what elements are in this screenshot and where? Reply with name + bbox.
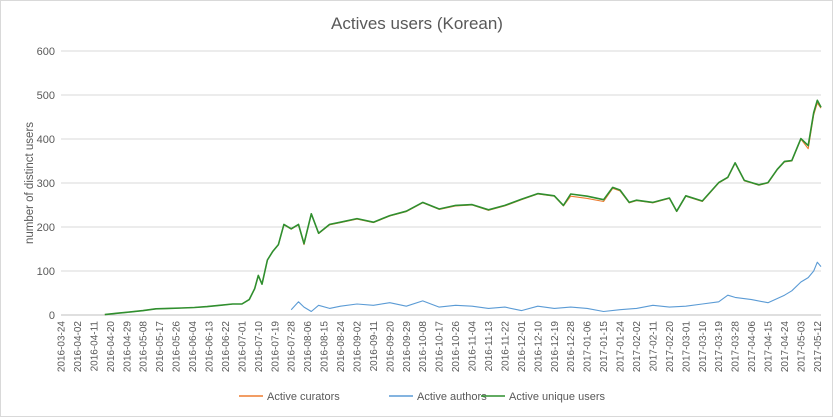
gridlines (61, 50, 821, 316)
x-tick-label: 2016-12-10 (533, 321, 544, 373)
x-tick-label: 2017-03-28 (731, 321, 742, 373)
x-tick-label: 2016-06-04 (188, 321, 199, 373)
x-tick-label: 2016-08-15 (320, 321, 331, 373)
y-axis-label: number of distinct users (24, 122, 36, 244)
x-tick-label: 2016-11-22 (500, 321, 511, 372)
x-tick-label: 2017-01-06 (583, 321, 594, 373)
series-line-2 (104, 99, 822, 316)
x-tick-label: 2016-09-29 (402, 321, 413, 373)
x-tick-label: 2016-07-28 (287, 321, 298, 373)
series-line-1 (290, 261, 822, 313)
x-tick-label: 2016-04-20 (106, 321, 117, 373)
x-tick-labels: 2016-03-24 2016-04-02 2016-04-11 2016-04-20… (57, 321, 824, 373)
x-tick-label: 2016-08-06 (303, 321, 314, 373)
x-tick-label: 2016-09-02 (353, 321, 364, 373)
x-tick-label: 2016-09-20 (385, 321, 396, 373)
x-tick-label: 2016-06-22 (221, 321, 232, 373)
x-tick-label: 2016-12-01 (517, 321, 528, 373)
x-tick-label: 2017-01-15 (599, 321, 610, 373)
x-tick-label: 2016-12-19 (550, 321, 561, 373)
y-tick-label: 0 (49, 310, 55, 322)
series-lines (104, 99, 822, 316)
x-tick-label: 2016-07-01 (237, 321, 248, 373)
x-tick-label: 2016-05-26 (172, 321, 183, 373)
x-tick-label: 2016-10-26 (451, 321, 462, 373)
x-tick-label: 2016-05-08 (139, 321, 150, 373)
x-tick-label: 2016-10-08 (418, 321, 429, 373)
x-tick-label: 2017-05-12 (813, 321, 824, 373)
x-tick-label: 2017-02-20 (665, 321, 676, 373)
x-tick-label: 2017-03-19 (714, 321, 725, 373)
x-tick-label: 2016-08-24 (336, 321, 347, 373)
chart-title: Actives users (Korean) (331, 14, 503, 33)
x-tick-label: 2016-04-02 (73, 321, 84, 373)
x-tick-label: 2016-12-28 (566, 321, 577, 373)
legend: Active curators Active authors Active uniq… (239, 391, 605, 403)
x-tick-label: 2016-10-17 (435, 321, 446, 373)
y-tick-label: 200 (37, 222, 55, 234)
x-tick-label: 2017-04-15 (764, 321, 775, 373)
x-tick-label: 2017-03-10 (698, 321, 709, 373)
series-line-0 (104, 102, 822, 316)
x-tick-label: 2017-04-24 (780, 321, 791, 373)
x-tick-label: 2016-03-24 (57, 321, 68, 373)
x-tick-label: 2016-04-29 (122, 321, 133, 373)
x-tick-label: 2016-06-13 (205, 321, 216, 373)
x-tick-label: 2016-07-19 (270, 321, 281, 373)
x-tick-label: 2016-07-10 (254, 321, 265, 373)
y-tick-label: 500 (37, 90, 55, 102)
y-tick-label: 400 (37, 134, 55, 146)
x-tick-label: 2016-04-11 (89, 321, 100, 372)
legend-label: Active authors (417, 391, 487, 403)
x-tick-label: 2016-09-11 (369, 321, 380, 372)
legend-label: Active unique users (509, 391, 605, 403)
x-tick-label: 2016-05-17 (155, 321, 166, 373)
y-tick-label: 100 (37, 266, 55, 278)
x-tick-label: 2016-11-13 (484, 321, 495, 372)
legend-label: Active curators (267, 391, 340, 403)
y-tick-label: 300 (37, 178, 55, 190)
x-tick-label: 2017-01-24 (616, 321, 627, 373)
x-tick-label: 2017-02-11 (648, 321, 659, 372)
x-tick-label: 2017-03-01 (681, 321, 692, 373)
y-tick-labels: 0 100 200 300 400 500 600 (37, 46, 55, 322)
x-tick-label: 2016-11-04 (468, 321, 479, 372)
x-tick-label: 2017-04-06 (747, 321, 758, 373)
x-tick-label: 2017-02-02 (632, 321, 643, 373)
y-tick-label: 600 (37, 46, 55, 58)
x-tick-label: 2017-05-03 (796, 321, 807, 373)
